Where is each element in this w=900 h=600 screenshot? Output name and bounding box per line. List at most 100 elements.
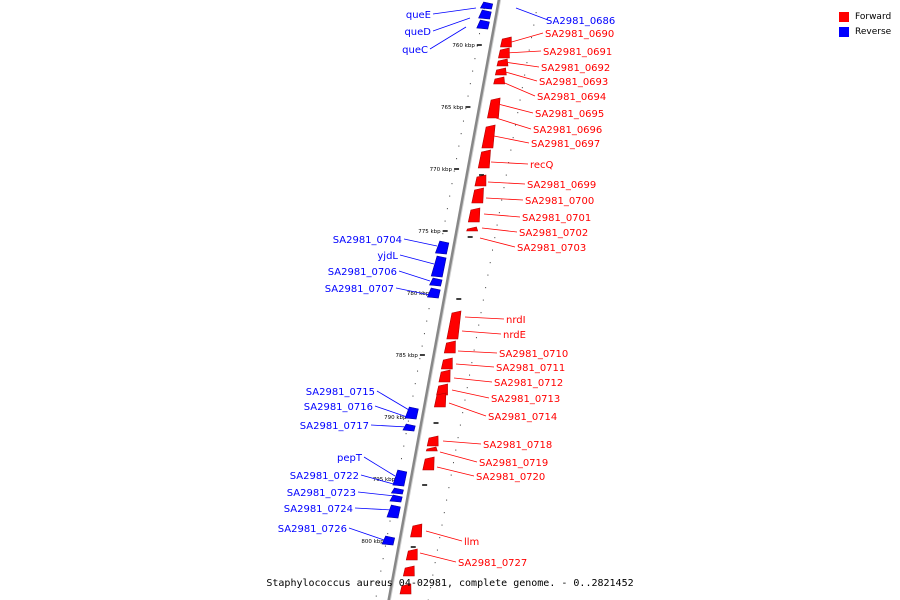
forward-gene-block xyxy=(405,548,418,561)
reverse-gene-block xyxy=(402,423,416,432)
forward-gene-block xyxy=(426,435,439,447)
reverse-gene-label: SA2981_0716 xyxy=(304,402,373,413)
minor-tick-dot xyxy=(434,562,436,564)
minor-tick-dot xyxy=(467,95,469,97)
minor-tick-dot xyxy=(439,537,441,539)
forward-leader-line xyxy=(448,402,487,417)
minor-tick-dot xyxy=(510,149,512,151)
minor-tick-dot xyxy=(496,224,498,226)
minor-tick-dot xyxy=(453,170,455,172)
minor-tick-dot xyxy=(452,462,454,464)
legend-reverse-swatch xyxy=(839,26,849,37)
reverse-leader-line xyxy=(429,26,467,50)
minor-tick-dot xyxy=(457,437,459,439)
forward-gene-label: SA2981_0690 xyxy=(545,29,614,40)
forward-gene-block xyxy=(466,226,479,232)
reverse-gene-block xyxy=(479,1,494,10)
forward-gene-block xyxy=(436,383,448,396)
minor-tick-dot xyxy=(531,37,533,39)
reverse-gene-label: SA2981_0706 xyxy=(328,267,397,278)
minor-tick-dot xyxy=(469,83,471,85)
tick-label: 770 kbp xyxy=(430,167,453,173)
minor-tick-dot xyxy=(405,433,407,435)
minor-tick-dot xyxy=(417,370,419,372)
minor-tick-dot xyxy=(526,62,528,64)
reverse-leader-line xyxy=(432,17,471,32)
reverse-leader-line xyxy=(395,287,431,296)
reverse-gene-label: queE xyxy=(406,10,431,21)
genome-backbone-highlight xyxy=(389,0,502,600)
forward-gene-block xyxy=(402,565,415,577)
forward-leader-line xyxy=(483,213,521,218)
forward-gene-label: SA2981_0714 xyxy=(488,412,557,423)
minor-tick-dot xyxy=(441,524,443,526)
minor-tick-dot xyxy=(471,362,473,364)
minor-tick-dot xyxy=(419,358,421,360)
forward-gene-block xyxy=(399,583,412,595)
forward-leader-line xyxy=(499,80,536,97)
minor-tick-dot xyxy=(535,12,537,14)
reverse-gene-block xyxy=(478,9,492,20)
forward-gene-label: SA2981_0692 xyxy=(541,63,610,74)
forward-leader-line xyxy=(503,61,540,68)
legend-forward-swatch xyxy=(839,11,849,22)
reverse-gene-label: SA2981_0704 xyxy=(333,235,402,246)
minor-tick-dot xyxy=(512,137,514,139)
gene-labels: queE queD queC SA2981_0686 SA2981_0704 yjdL SA… xyxy=(278,7,615,569)
forward-gene-block xyxy=(438,369,451,383)
minor-tick-dot xyxy=(473,349,475,351)
forward-gene-block xyxy=(471,187,484,204)
reverse-leader-line xyxy=(363,456,396,477)
reverse-gene-block xyxy=(426,287,441,299)
minor-tick-dot xyxy=(446,499,448,501)
forward-gene-label: SA2981_0693 xyxy=(539,77,608,88)
minor-tick-dot xyxy=(519,99,521,101)
minor-tick-dot xyxy=(501,199,503,201)
reverse-gene-label: pepT xyxy=(337,453,363,464)
forward-leader-line xyxy=(487,181,526,185)
minor-tick-dot xyxy=(451,183,453,185)
forward-leader-line xyxy=(495,117,532,130)
forward-gene-block xyxy=(440,357,453,370)
forward-gene-label: SA2981_0696 xyxy=(533,125,602,136)
forward-gene-label: SA2981_0718 xyxy=(483,440,552,451)
reverse-leader-line xyxy=(515,7,549,21)
minor-tick-dot xyxy=(375,595,377,597)
minor-tick-dot xyxy=(455,449,457,451)
tick-label: 790 kbp xyxy=(384,415,407,421)
minor-tick-dot xyxy=(482,299,484,301)
reverse-leader-line xyxy=(398,270,431,282)
forward-gene-label: SA2981_0710 xyxy=(499,349,568,360)
minor-tick-dot xyxy=(474,58,476,60)
forward-gene-block xyxy=(477,149,491,169)
forward-gene-label: SA2981_0727 xyxy=(458,558,527,569)
reverse-gene-block xyxy=(381,535,396,546)
forward-gene-label: SA2981_0697 xyxy=(531,139,600,150)
legend-forward-label: Forward xyxy=(855,11,892,22)
reverse-gene-label: SA2981_0723 xyxy=(287,488,356,499)
minor-tick-dot xyxy=(442,233,444,235)
minor-tick-dot xyxy=(514,124,516,126)
minor-tick-dot xyxy=(475,337,477,339)
gene-features xyxy=(381,1,512,595)
tick-label: 765 kbp xyxy=(441,105,464,111)
reverse-gene-block xyxy=(392,469,408,487)
forward-gene-block xyxy=(487,97,501,119)
reverse-gene-label: SA2981_0717 xyxy=(300,421,369,432)
forward-gene-label: SA2981_0719 xyxy=(479,458,548,469)
forward-gene-label: SA2981_0701 xyxy=(522,213,591,224)
reverse-leader-line xyxy=(360,474,398,486)
forward-leader-line xyxy=(490,161,529,165)
reverse-gene-label: queD xyxy=(404,27,431,38)
tick-label: 800 kbp xyxy=(361,539,384,545)
reverse-gene-label: SA2981_0707 xyxy=(325,284,394,295)
minor-tick-dot xyxy=(384,545,386,547)
forward-gene-label: SA2981_0720 xyxy=(476,472,545,483)
forward-gene-block xyxy=(425,446,438,452)
forward-gene-label: SA2981_0702 xyxy=(519,228,588,239)
minor-tick-dot xyxy=(421,345,423,347)
reverse-leader-line xyxy=(348,527,388,542)
minor-tick-dot xyxy=(479,33,481,35)
reverse-gene-label: SA2981_0726 xyxy=(278,524,347,535)
reverse-gene-block xyxy=(430,255,447,278)
